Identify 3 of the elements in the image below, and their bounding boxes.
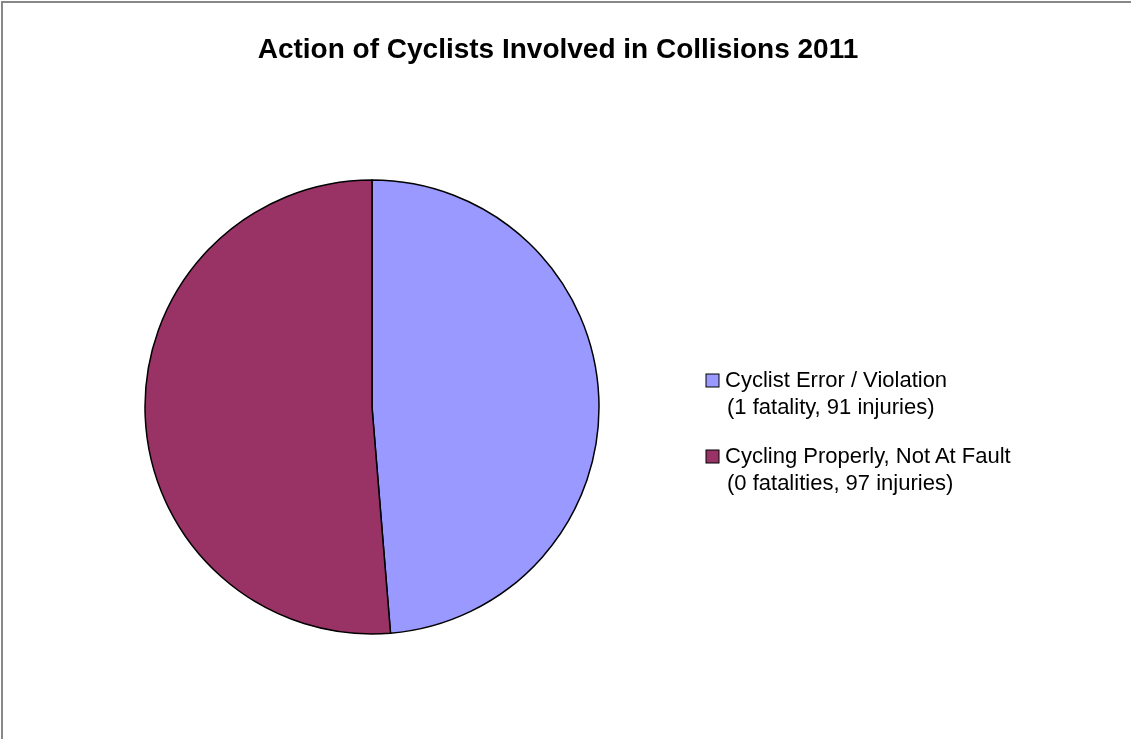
legend-label: Cyclist Error / Violation (1 fatality, 91 injuries) — [725, 367, 948, 419]
chart-title: Action of Cyclists Involved in Collisions 2011 — [257, 33, 859, 64]
legend-label: Cycling Properly, Not At Fault (0 fatalities, 97 injuries) — [725, 443, 1011, 495]
